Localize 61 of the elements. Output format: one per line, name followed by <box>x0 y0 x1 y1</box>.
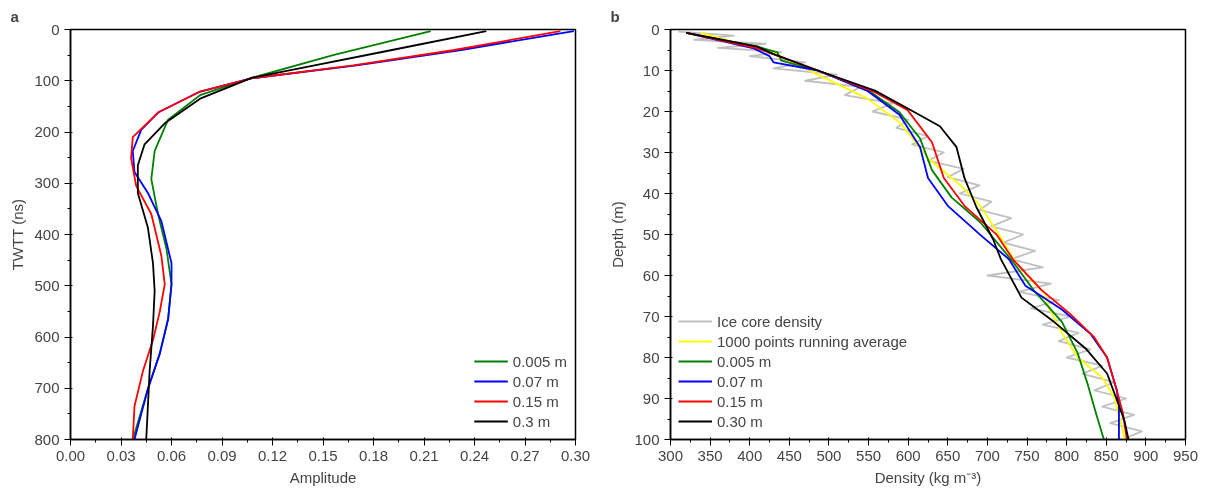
legend-label: 0.07 m <box>717 372 763 390</box>
legend-label: 0.3 m <box>512 412 551 430</box>
x-tick-label: 0.15 <box>308 446 338 464</box>
x-tick-label: 0.03 <box>106 446 136 464</box>
y-tick-label: 0 <box>51 20 60 38</box>
x-tick-label: 600 <box>895 446 921 464</box>
y-tick-label: 100 <box>634 430 660 448</box>
x-tick-label: 0.09 <box>207 446 237 464</box>
x-tick-label: 450 <box>776 446 802 464</box>
legend-label: 1000 points running average <box>717 332 908 350</box>
x-tick-label: 350 <box>697 446 723 464</box>
x-tick-label: 800 <box>1054 446 1080 464</box>
y-tick-label: 100 <box>34 71 60 89</box>
x-tick-label: 300 <box>657 446 684 464</box>
legend-label: 0.07 m <box>512 372 559 390</box>
y-tick-label: 20 <box>642 102 660 120</box>
x-tick-label: 0.30 <box>560 446 591 464</box>
x-tick-label: 500 <box>816 446 842 464</box>
y-tick-label: 30 <box>642 143 660 161</box>
y-axis-title: Depth (m) <box>609 201 627 268</box>
y-tick-label: 300 <box>34 174 60 192</box>
chart-title: b <box>610 7 620 25</box>
x-tick-label: 0.27 <box>510 446 540 464</box>
y-tick-label: 700 <box>34 379 60 397</box>
x-tick-label: 700 <box>974 446 1000 464</box>
x-tick-label: 400 <box>737 446 763 464</box>
y-tick-label: 0 <box>651 20 660 38</box>
y-axis-title: TWTT (ns) <box>9 198 27 271</box>
x-axis-title: Amplitude <box>289 468 357 486</box>
y-tick-label: 40 <box>642 184 660 202</box>
x-tick-label: 0.24 <box>459 446 490 464</box>
x-tick-label: 0.00 <box>55 446 86 464</box>
legend-label: Ice core density <box>717 312 823 330</box>
y-tick-label: 80 <box>642 348 660 366</box>
chart-title: a <box>10 7 20 25</box>
y-tick-label: 90 <box>642 389 660 407</box>
x-tick-label: 950 <box>1172 446 1199 464</box>
x-tick-label: 550 <box>856 446 882 464</box>
y-tick-label: 10 <box>642 61 660 79</box>
x-tick-label: 0.12 <box>257 446 288 464</box>
x-tick-label: 0.06 <box>156 446 187 464</box>
y-tick-label: 70 <box>642 307 660 325</box>
y-tick-label: 200 <box>34 123 60 140</box>
y-tick-label: 60 <box>642 266 660 284</box>
legend-label: 0.30 m <box>717 412 763 430</box>
x-tick-label: 0.21 <box>409 446 439 464</box>
legend-label: 0.15 m <box>717 392 763 410</box>
x-tick-label: 0.18 <box>358 446 389 464</box>
legend-label: 0.005 m <box>512 352 567 370</box>
x-tick-label: 650 <box>935 446 961 464</box>
x-tick-label: 750 <box>1014 446 1040 464</box>
x-tick-label: 900 <box>1133 446 1159 464</box>
y-tick-label: 400 <box>34 225 60 243</box>
y-tick-label: 500 <box>34 276 60 294</box>
legend-label: 0.005 m <box>717 352 772 370</box>
legend-label: 0.15 m <box>512 392 559 410</box>
y-tick-label: 50 <box>642 225 660 243</box>
y-tick-label: 800 <box>34 430 60 448</box>
y-tick-label: 600 <box>34 328 60 345</box>
x-tick-label: 850 <box>1093 446 1119 464</box>
x-axis-title: Density (kg m⁻³) <box>874 468 982 486</box>
